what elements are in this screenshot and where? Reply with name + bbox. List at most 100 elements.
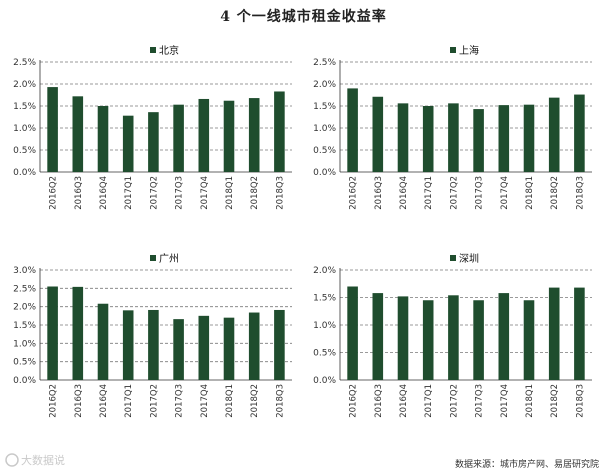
x-tick-label: 2018Q3: [275, 384, 285, 418]
chart-panel-guangzhou: 0.0% 0.5% 1.0% 1.5% 2.0% 2.5% 3.0% 2016Q2 2016Q3…: [0, 252, 300, 452]
y-tick-label: 1.0%: [313, 124, 336, 134]
x-tick-label: 2018Q3: [275, 176, 285, 210]
chart-svg: 0.0% 0.5% 1.0% 1.5% 2.0% 2.5% 3.0% 2016Q2 2016Q3…: [13, 253, 292, 418]
page-title: 4 个一线城市租金收益率: [220, 9, 387, 25]
watermark-text: 大数据说: [21, 453, 65, 467]
bar: [274, 309, 285, 380]
y-tick-label: 1.0%: [13, 124, 36, 134]
bar: [347, 286, 358, 380]
x-tick-label: 2017Q4: [500, 384, 510, 418]
x-tick-label: 2016Q2: [349, 176, 359, 210]
chart-panel-shenzhen: 0.0% 0.5% 1.0% 1.5% 2.0% 2016Q2 2016Q3 2016Q4 20…: [300, 252, 600, 452]
x-tick-label: 2018Q1: [225, 384, 235, 418]
y-tick-label: 0.0%: [313, 376, 336, 386]
x-tick-label: 2018Q2: [550, 176, 560, 210]
y-tick-label: 0.0%: [313, 168, 336, 178]
legend-swatch: [150, 255, 156, 261]
x-tick-label: 2017Q3: [475, 384, 485, 418]
y-tick-label: 3.0%: [13, 266, 36, 276]
x-tick-label: 2016Q3: [74, 176, 84, 210]
y-tick-label: 2.5%: [313, 58, 336, 68]
chart-panel-beijing: 0.0% 0.5% 1.0% 1.5% 2.0% 2.5% 2016Q2 2016Q3 2016…: [0, 44, 300, 244]
bar: [47, 286, 58, 380]
y-tick-label: 0.5%: [13, 146, 36, 156]
x-tick-label: 2017Q4: [200, 384, 210, 418]
x-tick-label: 2017Q3: [175, 384, 185, 418]
x-tick-label: 2017Q1: [124, 176, 134, 210]
bar: [574, 94, 585, 172]
legend-swatch: [450, 255, 456, 261]
x-tick-label: 2016Q4: [99, 384, 109, 418]
bar: [523, 300, 535, 380]
bar: [97, 106, 109, 172]
bar: [223, 100, 235, 172]
bar: [422, 300, 434, 380]
x-tick-label: 2016Q2: [49, 176, 59, 210]
y-tick-label: 1.0%: [313, 321, 336, 331]
legend-label: 北京: [159, 44, 179, 57]
y-tick-label: 1.5%: [313, 294, 336, 304]
bar: [173, 104, 184, 172]
x-tick-label: 2018Q2: [550, 384, 560, 418]
bar: [548, 287, 560, 380]
x-tick-label: 2017Q1: [424, 176, 434, 210]
x-tick-label: 2016Q2: [49, 384, 59, 418]
bar: [448, 295, 459, 380]
bar: [397, 296, 409, 380]
bar: [422, 106, 434, 172]
x-tick-label: 2017Q2: [449, 384, 459, 418]
x-tick-label: 2016Q3: [374, 176, 384, 210]
x-tick-label: 2017Q4: [500, 176, 510, 210]
y-tick-label: 2.5%: [13, 58, 36, 68]
y-tick-label: 1.5%: [13, 321, 36, 331]
x-tick-label: 2018Q1: [525, 384, 535, 418]
bar: [198, 315, 210, 380]
y-tick-label: 2.0%: [313, 80, 336, 90]
x-tick-label: 2018Q3: [575, 176, 585, 210]
bar: [248, 98, 260, 172]
chart-svg: 0.0% 0.5% 1.0% 1.5% 2.0% 2.5% 2016Q2 2016Q3 2016…: [313, 44, 592, 210]
bar: [198, 98, 210, 172]
bar: [574, 287, 585, 380]
bar: [473, 300, 484, 380]
x-tick-label: 2017Q2: [149, 176, 159, 210]
legend-swatch: [450, 47, 456, 53]
x-tick-label: 2017Q2: [149, 384, 159, 418]
bar: [148, 309, 159, 380]
y-tick-label: 0.5%: [13, 358, 36, 368]
x-tick-label: 2017Q4: [200, 176, 210, 210]
chart-panel-shanghai: 0.0% 0.5% 1.0% 1.5% 2.0% 2.5% 2016Q2 2016Q3 2016…: [300, 44, 600, 244]
x-tick-label: 2018Q3: [575, 384, 585, 418]
y-tick-label: 2.0%: [13, 303, 36, 313]
bar: [148, 112, 159, 172]
y-tick-label: 1.5%: [13, 102, 36, 112]
bar: [122, 115, 134, 172]
x-tick-label: 2017Q1: [424, 384, 434, 418]
bar: [122, 310, 134, 380]
x-tick-label: 2017Q3: [175, 176, 185, 210]
bar: [223, 317, 235, 380]
x-tick-label: 2018Q2: [250, 384, 260, 418]
y-tick-label: 0.5%: [313, 349, 336, 359]
x-tick-label: 2016Q4: [399, 384, 409, 418]
x-tick-label: 2017Q3: [475, 176, 485, 210]
y-tick-label: 2.5%: [13, 284, 36, 294]
x-tick-label: 2017Q2: [449, 176, 459, 210]
y-tick-label: 0.0%: [13, 376, 36, 386]
watermark-logo: 大数据说: [5, 453, 65, 467]
x-tick-label: 2016Q4: [399, 176, 409, 210]
bar: [72, 96, 84, 172]
x-tick-label: 2018Q2: [250, 176, 260, 210]
source-note: 数据来源：城市房产网、易居研究院: [454, 460, 599, 470]
legend-label: 深圳: [459, 253, 479, 265]
bar: [372, 293, 384, 380]
bar: [72, 286, 84, 380]
y-tick-label: 2.0%: [313, 266, 336, 276]
bar: [173, 319, 184, 380]
chart-svg: 0.0% 0.5% 1.0% 1.5% 2.0% 2016Q2 2016Q3 2016Q4 20…: [313, 253, 592, 418]
y-tick-label: 2.0%: [13, 80, 36, 90]
bar: [248, 312, 260, 380]
bar: [523, 104, 535, 172]
bar: [97, 303, 109, 380]
bar: [47, 87, 58, 172]
